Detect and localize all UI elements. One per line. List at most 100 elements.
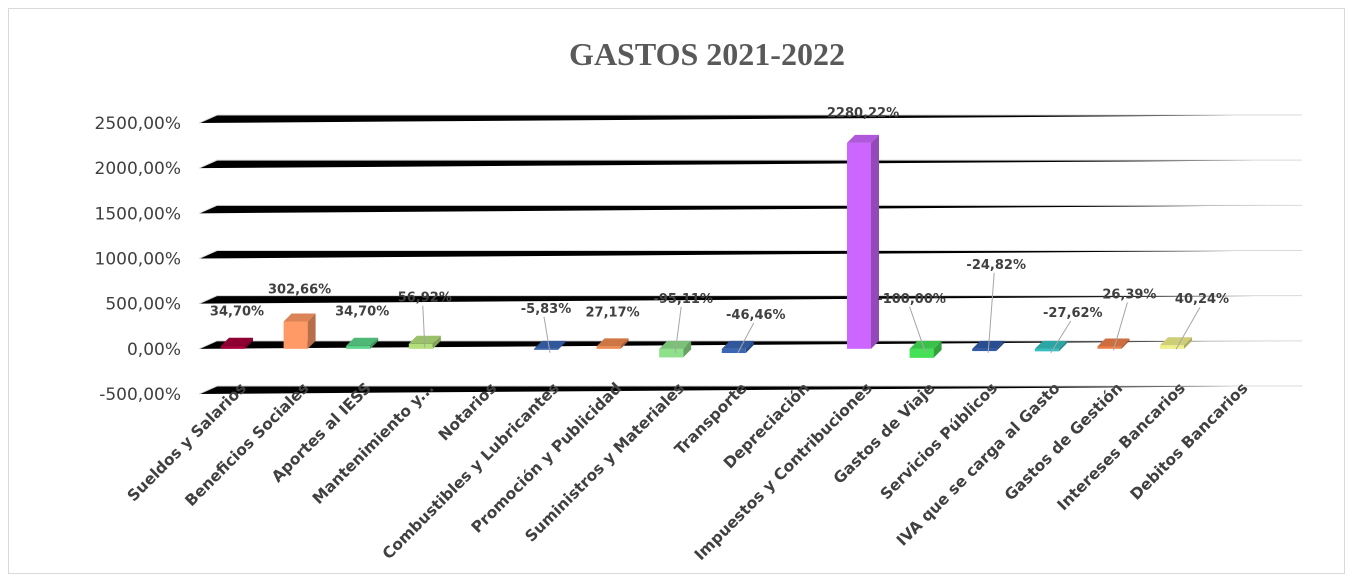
gridline [198,250,1302,259]
bar [596,338,629,349]
bar-top [1160,337,1192,346]
gridline [198,295,1302,305]
bar [221,337,253,349]
data-label-leader [909,306,927,353]
data-labels: 34,70% 302,66% 34,70% 56,92% -5,83% 27,17% -95… [210,106,1229,323]
bar [1034,340,1067,352]
bar-front [847,142,871,349]
bar-side [432,335,441,349]
bar [1097,338,1130,349]
bar-top [596,338,629,347]
bar-side [245,337,253,349]
data-label: -46,46% [726,308,786,323]
bar-front [909,348,934,358]
data-label: 2280,22% [827,106,899,121]
bar [972,340,1005,352]
bar-top [534,340,566,349]
bar-top [346,337,379,346]
y-tick-label: -500,00% [99,385,181,405]
bar-side [370,337,379,349]
data-label: 40,24% [1175,292,1229,307]
y-tick-label: 0,00% [127,340,181,360]
y-axis-tick-labels: 2500,00% 2000,00% 1500,00% 1000,00% 500,00% 0… [95,114,181,405]
data-label: 56,92% [398,291,452,306]
bar-front [534,348,558,350]
bar-side [683,340,692,358]
bar-top [909,340,942,349]
bar-front [659,348,684,358]
x-tick-label: Mantenimiento y... [309,379,438,508]
data-label-leader [1175,306,1201,350]
bar-side [996,340,1005,352]
bar [346,337,379,349]
bar [847,134,879,349]
bar-front [1034,348,1059,352]
bar-top [221,337,253,346]
x-tick-label: Beneficios Sociales [182,379,313,510]
data-label-leader [674,306,682,353]
bar [659,340,692,358]
data-label: -24,82% [966,258,1026,273]
x-tick-label: Intereses Bancarios [1054,379,1189,514]
chart-container: GASTOS 2021-2022 2500,00% 2000,00% 1500,00… [8,8,1345,574]
bar-side [933,340,942,358]
bar-side [1058,340,1067,352]
bar-side [1184,337,1192,349]
bar-side [745,340,754,354]
data-label-leader [987,272,995,353]
bar-front [283,321,308,349]
bar-side [558,340,566,350]
data-label-leader [1050,320,1072,354]
bar-top [1097,338,1130,347]
bar-side [307,313,316,349]
y-tick-label: 2500,00% [95,114,181,134]
y-tick-label: 1500,00% [95,204,181,224]
x-tick-label: Debitos Bancarios [1127,379,1252,504]
gridlines [198,114,1302,395]
bar [1160,337,1192,349]
data-label: 302,66% [268,282,331,297]
bar-front [721,348,746,354]
chart-title: GASTOS 2021-2022 [569,36,845,72]
data-label: -95,11% [653,292,713,307]
gridline [198,204,1302,214]
y-tick-label: 2000,00% [95,159,181,179]
data-label-leader [737,322,755,354]
bar-top [972,340,1005,349]
data-label: -27,62% [1043,306,1103,321]
bar-chart: GASTOS 2021-2022 2500,00% 2000,00% 1500,00… [95,36,1302,564]
data-label-leaders [422,272,1201,354]
bar-top [847,134,879,143]
bar [721,340,754,354]
data-label: 34,70% [210,305,264,320]
y-tick-label: 1000,00% [95,250,181,270]
bar-front [346,345,371,349]
bar-front [1097,346,1122,349]
x-tick-label: Servicios Públicos [877,379,1001,503]
bar-front [1160,345,1184,349]
bar-side [871,134,879,349]
bar [534,340,566,350]
bar-top [659,340,692,349]
bars [221,134,1192,358]
bar-top [721,340,754,349]
bar [909,340,942,358]
bar-front [596,346,621,349]
y-tick-label: 500,00% [105,295,181,315]
data-label: -5,83% [521,302,572,317]
bar-top [283,313,316,322]
data-label: 26,39% [1102,287,1156,302]
data-label: 34,70% [335,305,389,320]
bar-front [408,343,433,349]
bar-front [221,345,245,349]
bar-front [972,348,997,352]
gridline [198,159,1302,169]
bar-top [1034,340,1067,349]
gridline [198,385,1302,395]
data-label-leader [543,316,551,353]
data-label-leader [422,305,426,348]
bar [283,313,316,349]
data-label: -100,00% [877,292,946,307]
gridline [198,114,1302,124]
